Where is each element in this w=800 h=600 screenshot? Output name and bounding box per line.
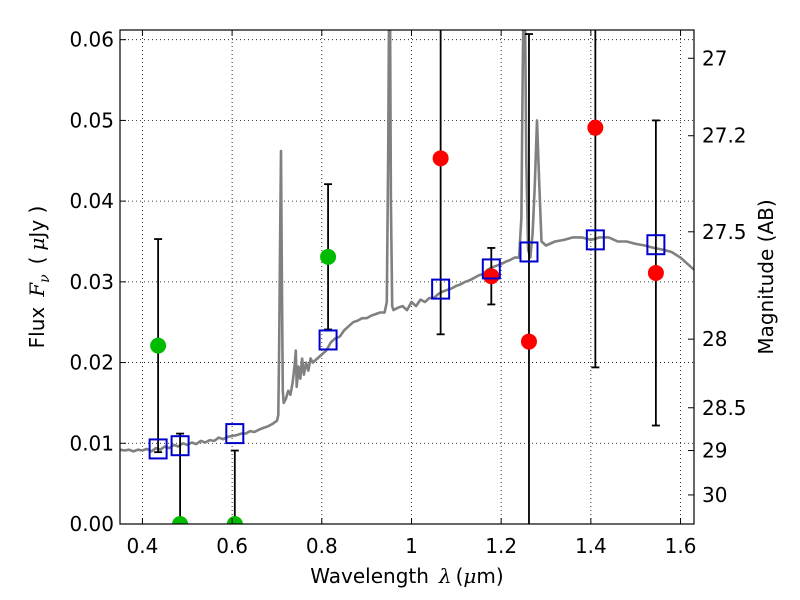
y-tick-label: 0.04: [69, 189, 114, 213]
model-photometry-square: [170, 435, 190, 457]
mag-tick-label: 27: [702, 46, 727, 70]
model-photometry-square: [481, 258, 501, 280]
model-photometry-square: [225, 423, 245, 445]
data-point-circle: [172, 516, 189, 524]
plot-background: [120, 30, 694, 524]
data-point-circle: [432, 150, 449, 167]
model-photometry-square: [318, 329, 338, 351]
sed-model-layer: [120, 30, 694, 453]
model-photometry-square: [148, 438, 168, 460]
y-tick-label: 0.01: [69, 431, 114, 455]
x-tick-label: 0.6: [216, 534, 248, 558]
data-point-circle: [647, 264, 664, 281]
model-photometry-square: [646, 234, 666, 256]
y2-axis-label: Magnitude (AB): [754, 199, 778, 354]
tick-marks: [120, 30, 694, 525]
data-point-circle: [320, 248, 337, 265]
model-photometry-square: [431, 278, 451, 300]
x-tick-label: 1.2: [485, 534, 517, 558]
x-tick-label: 1.6: [665, 534, 697, 558]
data-point-circle: [150, 337, 167, 354]
x-axis-label: Wavelength λ (μm): [310, 564, 503, 588]
data-point-circle: [520, 333, 537, 350]
y-tick-label: 0.00: [69, 512, 114, 536]
data-point-circle: [483, 268, 500, 285]
marker-layer: [148, 119, 666, 524]
mag-tick-label: 28: [702, 327, 727, 351]
data-point-circle: [226, 516, 243, 524]
y-axis-label: FluxFν(μJy ): [25, 206, 53, 349]
x-tick-label: 0.4: [127, 534, 159, 558]
x-tick-label: 0.8: [306, 534, 338, 558]
mag-tick-label: 27.2: [702, 124, 747, 148]
mag-tick-label: 27.5: [702, 220, 747, 244]
y-tick-label: 0.02: [69, 351, 114, 375]
model-photometry-square: [519, 241, 539, 263]
plot-frame: [119, 29, 695, 525]
x-tick-label: 1: [405, 534, 418, 558]
mag-tick-label: 28.5: [702, 396, 747, 420]
y-tick-label: 0.05: [69, 108, 114, 132]
mag-tick-label: 29: [702, 439, 727, 463]
mag-tick-label: 30: [702, 483, 727, 507]
y-tick-label: 0.06: [69, 28, 114, 52]
model-photometry-square: [585, 229, 605, 251]
data-point-circle: [587, 119, 604, 136]
x-tick-label: 1.4: [575, 534, 607, 558]
sed-model-line: [120, 30, 694, 453]
tick-labels: 0.4 0.6 0.8 1 1.2 1.4 1.6 0.00 0.01 0.02 0.03 0.04 0…: [69, 28, 746, 558]
y-tick-label: 0.03: [69, 270, 114, 294]
